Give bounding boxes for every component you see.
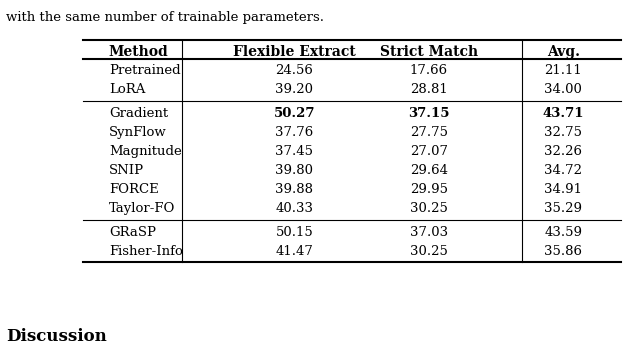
Text: Discussion: Discussion [6, 328, 107, 345]
Text: Taylor-FO: Taylor-FO [109, 202, 175, 215]
Text: 29.64: 29.64 [410, 164, 448, 177]
Text: 37.15: 37.15 [408, 107, 449, 120]
Text: LoRA: LoRA [109, 83, 145, 96]
Text: 24.56: 24.56 [275, 64, 314, 77]
Text: 32.75: 32.75 [544, 126, 582, 139]
Text: 27.75: 27.75 [410, 126, 448, 139]
Text: Method: Method [109, 45, 168, 59]
Text: 21.11: 21.11 [545, 64, 582, 77]
Text: Fisher-Info: Fisher-Info [109, 244, 182, 258]
Text: 50.27: 50.27 [274, 107, 315, 120]
Text: 43.71: 43.71 [543, 107, 584, 120]
Text: 30.25: 30.25 [410, 244, 448, 258]
Text: 28.81: 28.81 [410, 83, 447, 96]
Text: 27.07: 27.07 [410, 145, 448, 158]
Text: Strict Match: Strict Match [380, 45, 478, 59]
Text: 34.91: 34.91 [544, 183, 582, 196]
Text: 35.29: 35.29 [544, 202, 582, 215]
Text: 34.00: 34.00 [544, 83, 582, 96]
Text: Avg.: Avg. [547, 45, 580, 59]
Text: 39.80: 39.80 [275, 164, 314, 177]
Text: 35.86: 35.86 [544, 244, 582, 258]
Text: 50.15: 50.15 [276, 225, 313, 239]
Text: Flexible Extract: Flexible Extract [233, 45, 356, 59]
Text: 37.03: 37.03 [410, 225, 448, 239]
Text: 37.76: 37.76 [275, 126, 314, 139]
Text: 17.66: 17.66 [410, 64, 448, 77]
Text: SynFlow: SynFlow [109, 126, 166, 139]
Text: 34.72: 34.72 [544, 164, 582, 177]
Text: 30.25: 30.25 [410, 202, 448, 215]
Text: 43.59: 43.59 [544, 225, 582, 239]
Text: 29.95: 29.95 [410, 183, 448, 196]
Text: 41.47: 41.47 [275, 244, 314, 258]
Text: 39.88: 39.88 [275, 183, 314, 196]
Text: Magnitude: Magnitude [109, 145, 182, 158]
Text: 32.26: 32.26 [544, 145, 582, 158]
Text: FORCE: FORCE [109, 183, 159, 196]
Text: GRaSP: GRaSP [109, 225, 156, 239]
Text: 40.33: 40.33 [275, 202, 314, 215]
Text: Pretrained: Pretrained [109, 64, 180, 77]
Text: 39.20: 39.20 [275, 83, 314, 96]
Text: Gradient: Gradient [109, 107, 168, 120]
Text: with the same number of trainable parameters.: with the same number of trainable parame… [6, 11, 324, 24]
Text: 37.45: 37.45 [275, 145, 314, 158]
Text: SNIP: SNIP [109, 164, 144, 177]
